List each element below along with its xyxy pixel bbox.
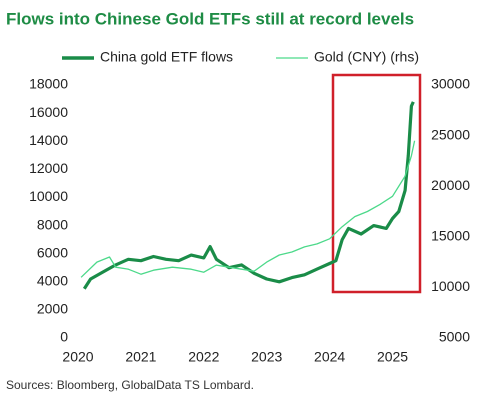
x-tick-label: 2020: [62, 349, 93, 365]
y2-tick-label: 5000: [439, 329, 470, 345]
y-tick-label: 10000: [29, 188, 68, 204]
chart-title: Flows into Chinese Gold ETFs still at re…: [6, 9, 414, 28]
y-tick-label: 18000: [29, 76, 68, 92]
y2-tick-label: 25000: [431, 126, 470, 142]
y-tick-label: 6000: [37, 244, 68, 260]
source-note: Sources: Bloomberg, GlobalData TS Lombar…: [6, 378, 254, 392]
y2-tick-label: 20000: [431, 177, 470, 193]
y2-tick-label: 15000: [431, 228, 470, 244]
x-tick-label: 2025: [377, 349, 408, 365]
y2-tick-label: 10000: [431, 278, 470, 294]
y-tick-label: 14000: [29, 132, 68, 148]
y-tick-label: 2000: [37, 301, 68, 317]
x-tick-label: 2023: [251, 349, 282, 365]
y-tick-label: 4000: [37, 272, 68, 288]
legend-label: Gold (CNY) (rhs): [314, 49, 419, 65]
legend-label: China gold ETF flows: [100, 49, 233, 65]
y-tick-label: 0: [60, 329, 68, 345]
series-line: [82, 101, 415, 290]
y-tick-label: 16000: [29, 104, 68, 120]
x-tick-label: 2024: [314, 349, 345, 365]
y-tick-label: 8000: [37, 216, 68, 232]
series-line: [80, 140, 416, 278]
y-tick-label: 12000: [29, 160, 68, 176]
highlight-box: [331, 73, 422, 294]
x-tick-label: 2021: [125, 349, 156, 365]
x-tick-label: 2022: [188, 349, 219, 365]
y2-tick-label: 30000: [431, 76, 470, 92]
